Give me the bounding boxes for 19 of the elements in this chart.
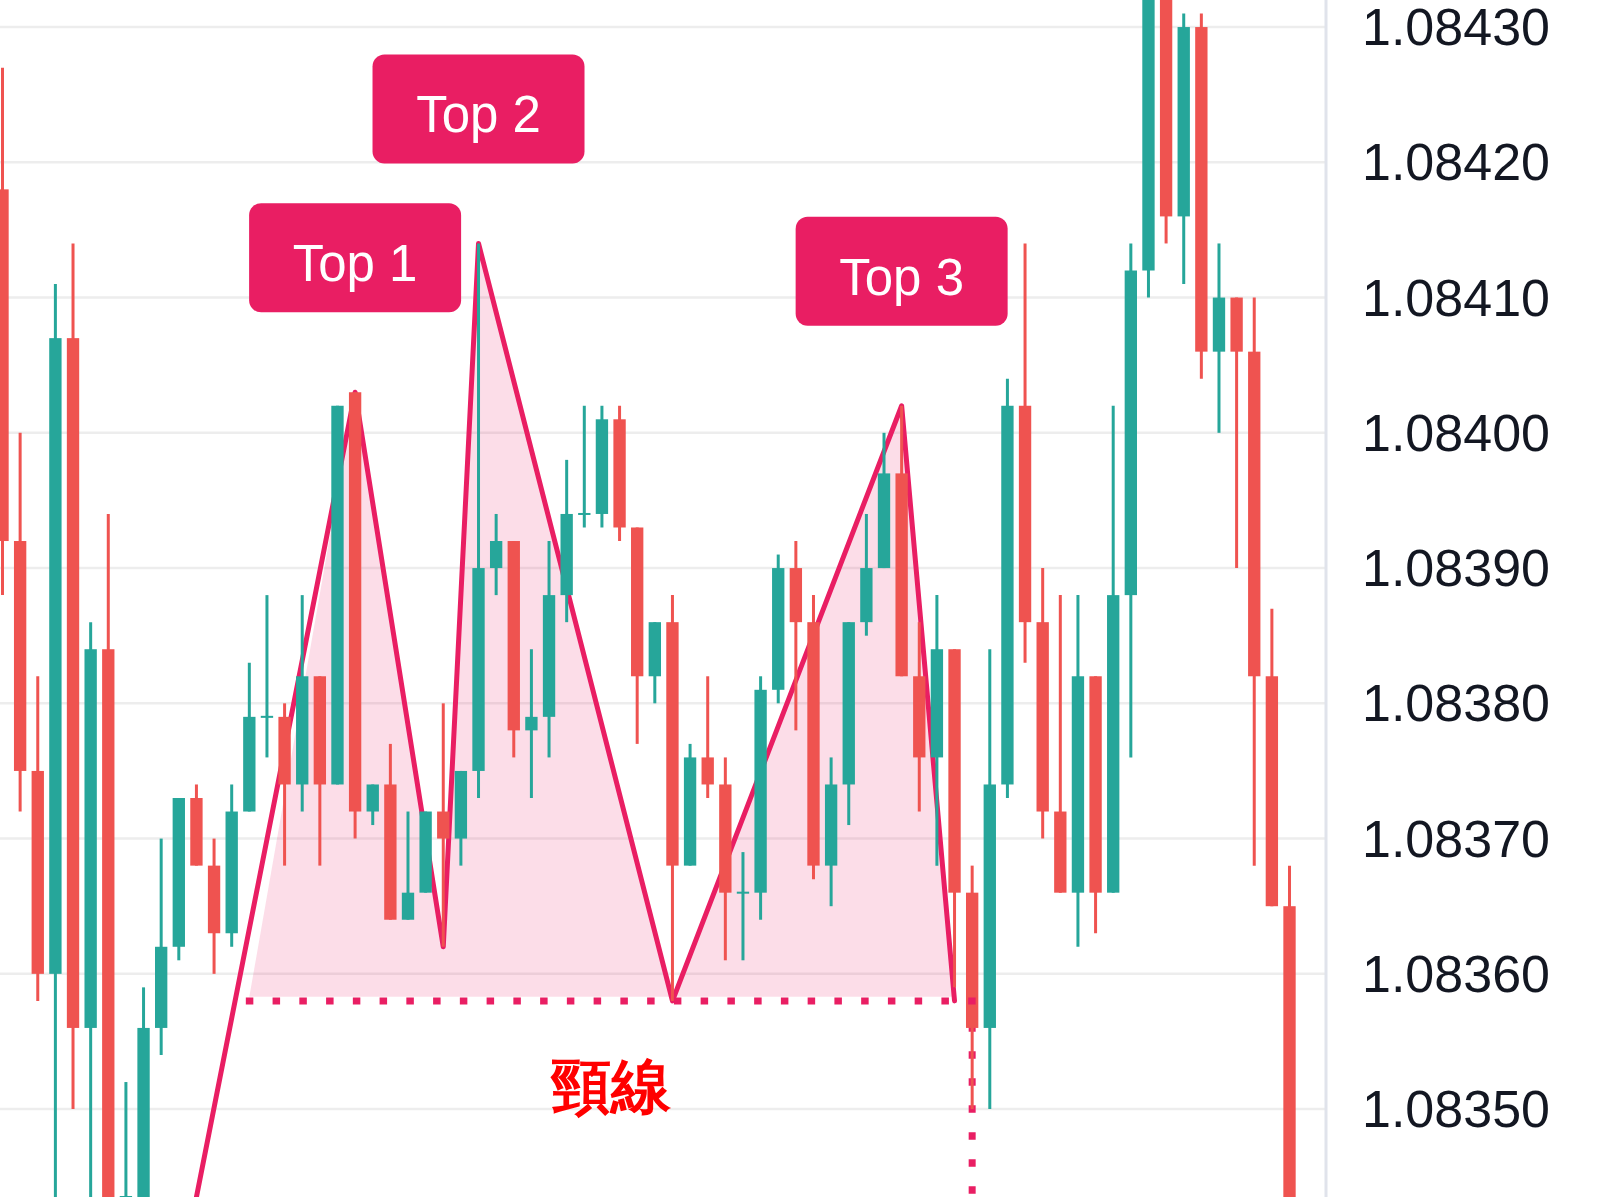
y-tick-label: 1.08390 xyxy=(1362,539,1550,598)
candlestick xyxy=(578,404,591,528)
annotation: Top 1 xyxy=(292,235,418,293)
candlestick xyxy=(525,649,538,798)
y-tick-label: 1.08360 xyxy=(1362,944,1550,1003)
annotation: Top 3 xyxy=(839,248,965,306)
y-tick-label: 1.08410 xyxy=(1362,268,1550,327)
candlestick xyxy=(437,703,450,947)
y-tick-label: 1.08350 xyxy=(1362,1080,1550,1139)
y-tick-label: 1.08400 xyxy=(1362,403,1550,462)
y-tick-label: 1.08370 xyxy=(1362,809,1550,868)
y-tick-label: 1.08430 xyxy=(1362,0,1550,57)
annotation: Top 2 xyxy=(416,86,541,144)
y-tick-label: 1.08380 xyxy=(1362,674,1550,733)
candlestick xyxy=(119,1082,133,1197)
series-label: 頸線 xyxy=(549,1053,672,1121)
y-tick-label: 1.08420 xyxy=(1362,133,1550,192)
candlestick xyxy=(736,852,750,961)
candlestick xyxy=(260,595,274,758)
